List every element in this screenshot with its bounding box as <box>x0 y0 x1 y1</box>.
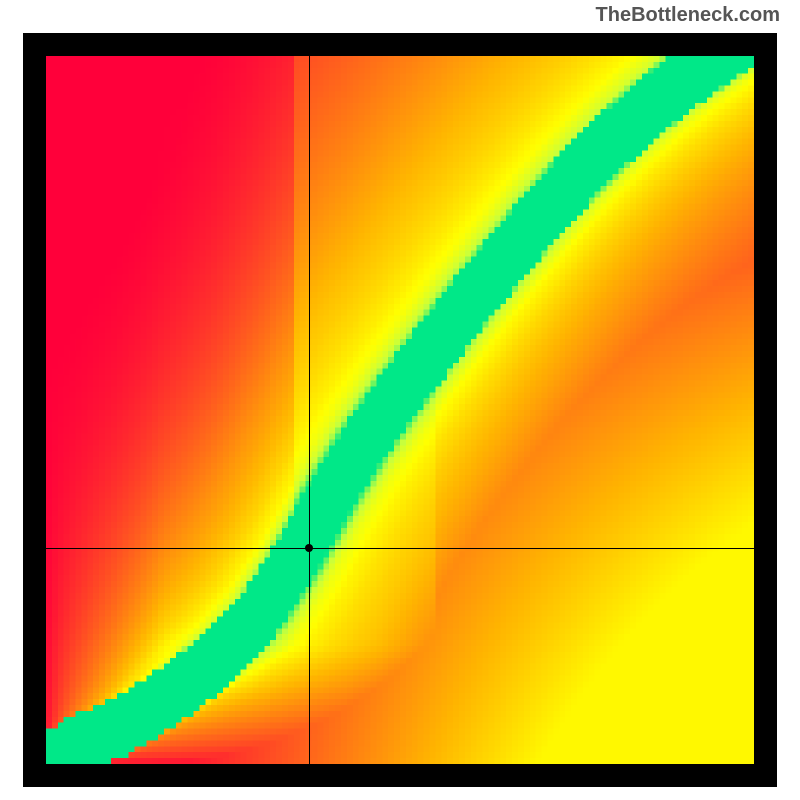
chart-container: TheBottleneck.com <box>0 0 800 800</box>
attribution-text: TheBottleneck.com <box>596 4 780 27</box>
crosshair-vertical <box>309 56 310 764</box>
crosshair-marker <box>305 544 313 552</box>
plot-area <box>46 56 754 764</box>
crosshair-horizontal <box>46 548 754 549</box>
heatmap-canvas <box>46 56 754 764</box>
